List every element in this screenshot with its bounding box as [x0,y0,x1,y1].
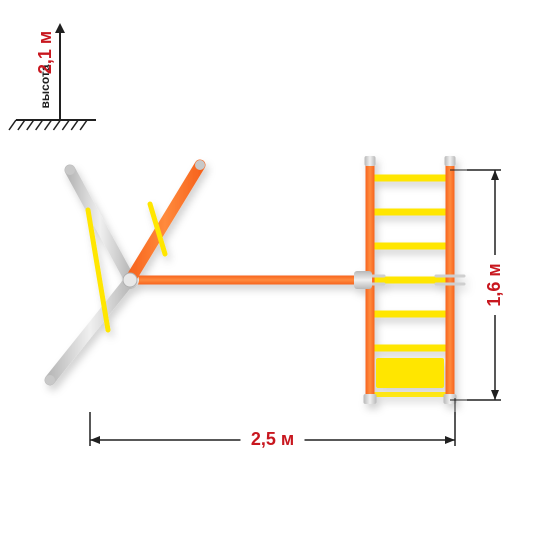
equipment-dimension-diagram: высота2,1 м2,5 м1,6 м [0,0,550,550]
svg-text:1,6 м: 1,6 м [484,263,504,306]
svg-text:2,1 м: 2,1 м [35,31,55,74]
svg-text:2,5 м: 2,5 м [251,429,294,449]
